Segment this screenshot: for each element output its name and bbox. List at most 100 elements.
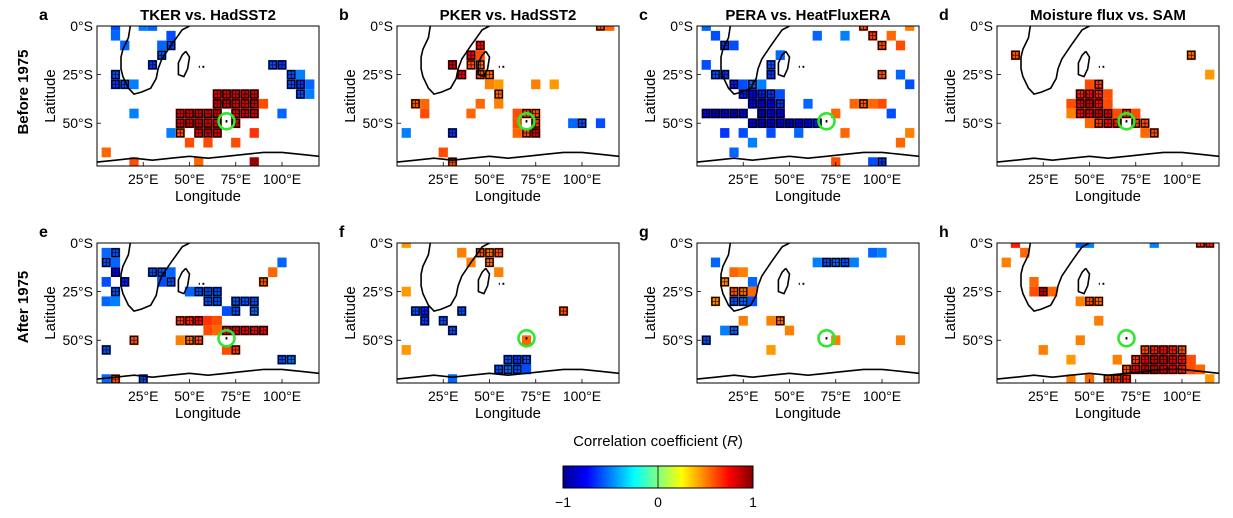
cell-significance-e-10 bbox=[148, 267, 157, 277]
cell-significance-c-17 bbox=[720, 70, 730, 80]
cell-significance-h-32 bbox=[1131, 364, 1141, 374]
cell-c-21 bbox=[757, 79, 767, 90]
coastline-madagascar-e bbox=[177, 267, 191, 295]
cell-significance-a-24 bbox=[231, 89, 241, 99]
cell-c-11 bbox=[905, 26, 915, 31]
cell-significance-c-33 bbox=[775, 99, 785, 109]
cell-a-12 bbox=[295, 69, 306, 80]
cell-significance-a-38 bbox=[231, 108, 241, 119]
cell-significance-h-6 bbox=[1196, 243, 1205, 248]
cell-g-27 bbox=[895, 335, 906, 346]
panel-plot-e bbox=[97, 243, 319, 383]
kerguelen-marker-d bbox=[1117, 111, 1136, 131]
kerguelen-marker-h bbox=[1117, 328, 1136, 348]
cell-significance-e-7 bbox=[111, 287, 120, 297]
cell-significance-e-21 bbox=[231, 296, 241, 306]
cell-significance-f-19 bbox=[512, 355, 522, 365]
cell-b-30 bbox=[512, 128, 522, 138]
cell-g-25 bbox=[784, 325, 795, 336]
cell-g-10 bbox=[747, 277, 758, 287]
ylabel-h: Latitude bbox=[942, 286, 959, 339]
ytick-label-a-2: 50°S bbox=[62, 115, 93, 131]
cell-c-29 bbox=[775, 89, 785, 99]
panel-background-b bbox=[397, 26, 619, 166]
cell-c-22 bbox=[895, 69, 906, 80]
cell-a-55 bbox=[184, 137, 195, 148]
ytick-label-c-1: 25°S bbox=[662, 67, 693, 83]
kerguelen-marker-f bbox=[517, 328, 536, 348]
cell-d-13 bbox=[1103, 98, 1113, 109]
xlabel-d: Longitude bbox=[1075, 188, 1141, 205]
panel-frame-h bbox=[996, 242, 1220, 384]
cell-a-57 bbox=[231, 137, 241, 148]
cell-h-1 bbox=[1020, 247, 1030, 258]
cell-significance-e-2 bbox=[101, 257, 111, 267]
cell-significance-a-29 bbox=[231, 99, 241, 109]
cell-significance-d-14 bbox=[1075, 108, 1085, 119]
panel-title-c: PERA vs. HeatFluxERA bbox=[725, 7, 890, 24]
cell-significance-b-29 bbox=[531, 128, 541, 138]
ytick-label-f-0: 0°S bbox=[370, 235, 393, 251]
cell-d-21 bbox=[1066, 108, 1076, 119]
cell-significance-g-24 bbox=[701, 335, 711, 345]
cell-c-1 bbox=[710, 30, 721, 41]
cell-significance-g-14 bbox=[840, 257, 850, 267]
cell-significance-e-30 bbox=[175, 316, 185, 326]
panel-b: 25°E 50°E 75°E 100°E 0°S 25°S 50°S Longitude Lat… bbox=[339, 7, 620, 205]
ytick-label-g-1: 25°S bbox=[662, 284, 693, 300]
coastline-antarctica-b bbox=[397, 151, 619, 163]
cell-significance-d-26 bbox=[1140, 118, 1150, 128]
xtick-label-f-1: 50°E bbox=[474, 388, 505, 404]
cell-significance-c-56 bbox=[812, 118, 822, 128]
cell-significance-e-23 bbox=[249, 296, 259, 306]
panel-title-a: TKER vs. HadSST2 bbox=[140, 7, 276, 24]
cell-significance-f-12 bbox=[438, 316, 448, 326]
cell-e-28 bbox=[268, 267, 278, 278]
cell-significance-c-24 bbox=[877, 70, 887, 80]
cell-significance-b-13 bbox=[494, 89, 504, 99]
cell-significance-b-15 bbox=[411, 99, 420, 109]
cell-h-0 bbox=[1010, 243, 1021, 248]
cell-significance-b-3 bbox=[448, 60, 457, 70]
colorbar-tick-zero: 0 bbox=[654, 494, 662, 510]
cell-significance-d-28 bbox=[1149, 128, 1159, 138]
cell-g-18 bbox=[877, 247, 887, 258]
cell-e-12 bbox=[166, 267, 176, 278]
cell-significance-b-1 bbox=[466, 50, 476, 60]
cell-h-11 bbox=[1047, 286, 1058, 297]
cell-significance-b-5 bbox=[475, 60, 485, 70]
cell-b-33 bbox=[438, 147, 448, 158]
xtick-label-b-1: 50°E bbox=[474, 171, 505, 187]
xtick-label-c-0: 25°E bbox=[728, 171, 759, 187]
cell-significance-g-20 bbox=[775, 316, 785, 326]
panel-f: 25°E 50°E 75°E 100°E 0°S 25°S 50°S Longitude Lat… bbox=[339, 224, 620, 422]
cell-significance-h-24 bbox=[1131, 355, 1141, 365]
xtick-label-e-1: 50°E bbox=[174, 388, 205, 404]
cell-g-23 bbox=[720, 325, 730, 336]
ylabel-c: Latitude bbox=[642, 69, 659, 122]
ylabel-f: Latitude bbox=[342, 286, 359, 339]
cell-f-16 bbox=[521, 335, 532, 346]
cell-c-35 bbox=[849, 98, 859, 109]
cell-e-29 bbox=[277, 257, 287, 268]
xtick-label-a-0: 25°E bbox=[128, 171, 159, 187]
colorbar-tick-min: −1 bbox=[555, 494, 571, 510]
cell-significance-c-40 bbox=[711, 108, 720, 119]
xtick-label-d-0: 25°E bbox=[1028, 171, 1059, 187]
cell-g-1 bbox=[729, 267, 739, 278]
cell-h-18 bbox=[1066, 354, 1076, 365]
cell-significance-a-35 bbox=[194, 108, 204, 119]
coastline-africa-b bbox=[420, 26, 490, 95]
panel-title-d: Moisture flux vs. SAM bbox=[1030, 7, 1186, 24]
cell-b-27 bbox=[595, 118, 606, 129]
cell-significance-c-53 bbox=[785, 118, 794, 128]
kerguelen-marker-g bbox=[817, 328, 836, 348]
cell-significance-h-21 bbox=[1159, 345, 1168, 355]
cell-significance-f-18 bbox=[503, 355, 513, 365]
cell-significance-d-1 bbox=[1186, 50, 1196, 60]
cell-significance-d-24 bbox=[1112, 118, 1122, 128]
panel-frame-f bbox=[396, 242, 620, 384]
coastline-africa-c bbox=[720, 26, 790, 95]
cell-significance-e-37 bbox=[240, 325, 250, 336]
